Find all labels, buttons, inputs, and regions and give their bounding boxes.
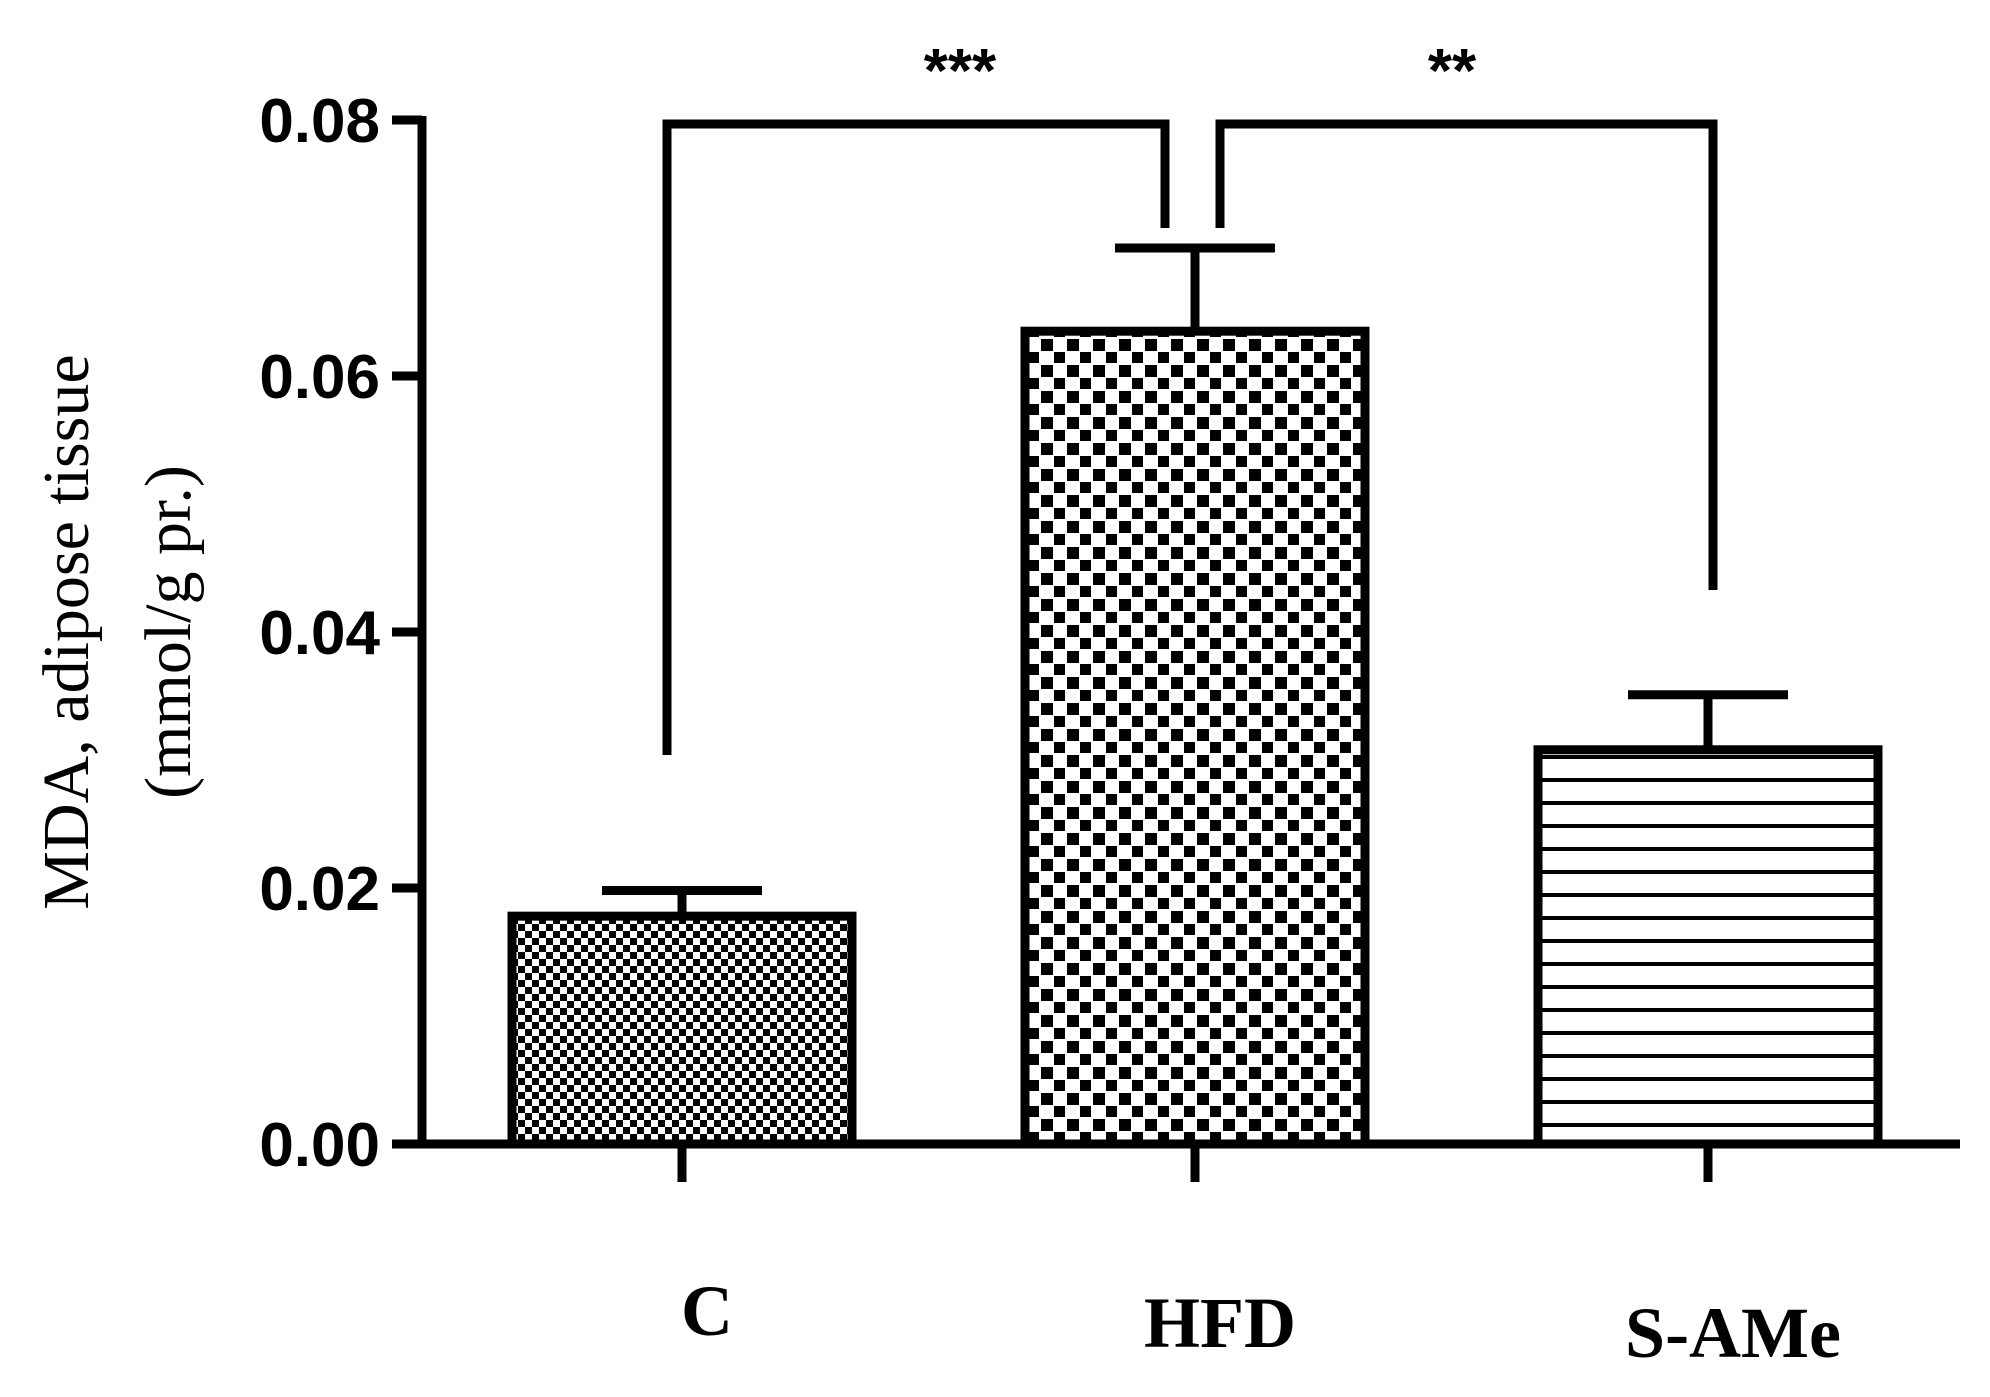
axes-layer [392, 115, 1960, 1182]
labels-layer: 0.00 0.02 0.04 0.06 0.08 C HFD S-AMe MDA, adipos… [30, 37, 1841, 1373]
y-tick-label: 0.02 [259, 855, 380, 924]
y-tick-label: 0.00 [259, 1111, 380, 1180]
bars-layer [507, 326, 1883, 1149]
y-tick-label: 0.06 [259, 343, 380, 412]
significance-bracket-2 [1215, 119, 1718, 590]
x-tick-label-hfd: HFD [1144, 1283, 1296, 1363]
bar-hfd [1020, 326, 1370, 1149]
x-tick-label-c: C [681, 1271, 733, 1351]
bar-s-ame [1533, 745, 1883, 1149]
significance-label-2: ** [1428, 37, 1477, 106]
y-tick-label: 0.08 [259, 87, 380, 156]
y-axis-label-line-1: MDA, adipose tissue [30, 354, 103, 909]
bar-c [507, 911, 857, 1149]
x-tick-label-s-ame: S-AMe [1625, 1293, 1841, 1373]
y-axis-label-line-2: (mmol/g pr.) [132, 465, 205, 799]
significance-label-1: *** [924, 37, 997, 106]
significance-bracket-1 [662, 119, 1170, 755]
y-tick-label: 0.04 [259, 599, 380, 668]
error-bars-layer [602, 243, 1788, 917]
significance-layer [662, 119, 1718, 755]
